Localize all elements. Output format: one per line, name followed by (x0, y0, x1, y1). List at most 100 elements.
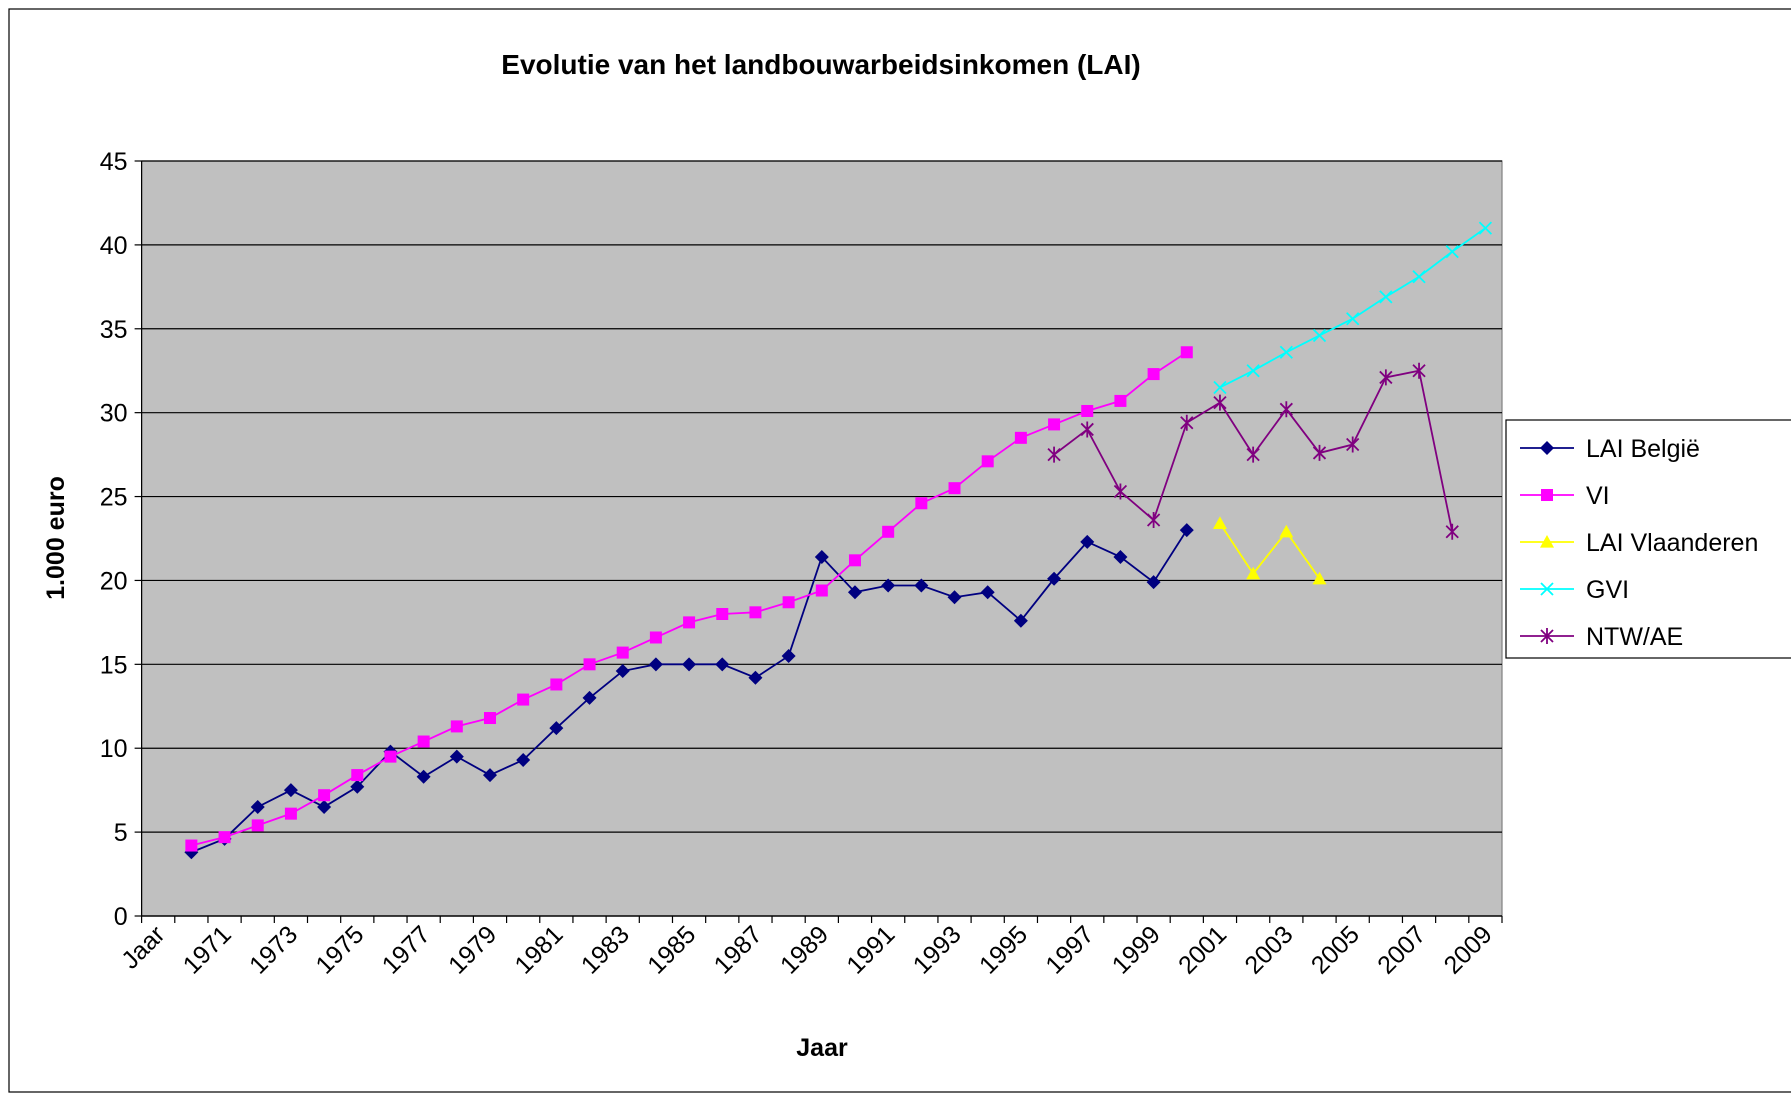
marker (981, 455, 994, 468)
marker (682, 657, 697, 672)
marker (1113, 483, 1128, 500)
marker (417, 735, 430, 748)
marker (915, 497, 928, 510)
marker (1445, 523, 1459, 540)
marker (947, 590, 962, 605)
y-tick-label: 0 (114, 903, 128, 931)
y-tick-label: 5 (114, 819, 128, 847)
y-tick-label: 20 (100, 567, 128, 595)
marker (881, 578, 896, 593)
marker (483, 712, 496, 725)
marker (1113, 549, 1128, 564)
marker (1014, 431, 1027, 444)
marker (449, 749, 464, 764)
marker (1213, 380, 1227, 395)
marker (1279, 524, 1294, 538)
marker (882, 525, 895, 538)
y-tick-label: 40 (100, 232, 128, 260)
marker (318, 789, 331, 802)
marker (218, 831, 231, 844)
marker (648, 657, 663, 672)
marker (1147, 368, 1160, 381)
legend-box (1505, 419, 1791, 659)
marker (1048, 418, 1061, 431)
marker (616, 646, 629, 659)
marker (384, 750, 397, 763)
marker (1179, 523, 1194, 538)
marker (1346, 312, 1360, 326)
marker (516, 752, 531, 767)
marker (1213, 394, 1227, 411)
marker (1146, 575, 1161, 590)
marker (716, 608, 729, 620)
legend-label: NTW/AE (1586, 623, 1683, 651)
marker (583, 658, 596, 671)
marker (914, 578, 929, 593)
marker (283, 783, 298, 798)
marker (1013, 613, 1028, 628)
marker (1346, 436, 1360, 453)
marker (1212, 516, 1227, 529)
y-axis-title: 1.000 euro (42, 476, 70, 600)
marker (1279, 401, 1293, 418)
marker (782, 596, 795, 609)
marker (848, 554, 861, 567)
marker (1540, 441, 1554, 455)
y-tick-label: 10 (100, 735, 128, 763)
marker (1540, 628, 1554, 644)
marker (1047, 571, 1062, 586)
legend-label: GVI (1586, 576, 1629, 604)
x-axis-title: Jaar (796, 1034, 848, 1062)
marker (980, 585, 995, 600)
marker (1379, 290, 1393, 304)
marker (482, 768, 497, 783)
marker (1279, 345, 1293, 359)
marker (185, 839, 198, 852)
marker (615, 664, 630, 679)
y-tick-label: 45 (100, 148, 128, 176)
marker (1047, 446, 1061, 463)
marker (814, 549, 829, 564)
marker (715, 657, 730, 672)
y-tick-label: 15 (100, 651, 128, 679)
marker (1246, 446, 1260, 463)
marker (1478, 221, 1493, 235)
y-tick-label: 35 (100, 316, 128, 344)
marker (649, 631, 662, 644)
marker (1412, 270, 1426, 284)
legend-label: VI (1586, 482, 1610, 510)
chart-title: Evolutie van het landbouwarbeidsinkomen … (501, 49, 1140, 80)
plot-area (141, 160, 1503, 917)
marker (1379, 369, 1393, 386)
marker (683, 616, 696, 629)
marker (351, 769, 364, 782)
marker (1180, 414, 1194, 431)
marker (749, 606, 762, 619)
marker (1445, 244, 1459, 259)
marker (250, 799, 265, 814)
marker (450, 720, 463, 733)
marker (1540, 582, 1554, 596)
marker (1146, 512, 1161, 529)
marker (1180, 346, 1193, 359)
marker (748, 670, 763, 685)
marker (1312, 571, 1327, 585)
marker (1540, 535, 1554, 548)
marker (815, 584, 828, 597)
marker (1541, 489, 1553, 501)
legend-label: LAI Vlaanderen (1586, 529, 1758, 557)
y-tick-label: 25 (100, 484, 128, 512)
marker (1080, 421, 1094, 438)
marker (517, 693, 530, 706)
marker (1080, 534, 1095, 549)
marker (1312, 444, 1327, 461)
marker (948, 482, 961, 495)
marker (1114, 394, 1127, 407)
marker (284, 807, 297, 820)
marker (781, 648, 796, 663)
marker (549, 721, 564, 736)
legend-label: LAI België (1586, 435, 1700, 463)
marker (1246, 364, 1260, 378)
y-tick-label: 30 (100, 400, 128, 428)
